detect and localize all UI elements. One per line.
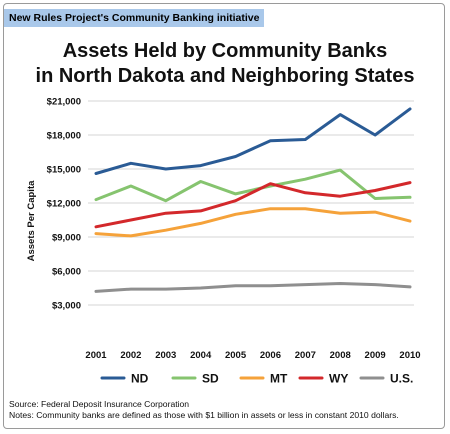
legend-label-sd: SD [202, 372, 219, 386]
legend-label-nd: ND [131, 372, 149, 386]
x-axis-tick-labels: 2001 2002 2003 2004 2005 2006 2007 2008 2009 2010 [85, 350, 420, 361]
x-tick-label: 2006 [260, 350, 281, 361]
legend-label-us: U.S. [390, 372, 413, 386]
chart-title-line-1: Assets Held by Community Banks [62, 40, 388, 62]
legend: ND SD MT WY U.S. [100, 372, 413, 386]
x-tick-label: 2008 [330, 350, 351, 361]
y-tick-label: $9,000 [52, 233, 81, 244]
definition-note: Notes: Community banks are defined as th… [9, 410, 399, 420]
legend-label-mt: MT [270, 372, 288, 386]
x-tick-label: 2007 [295, 350, 316, 361]
series-line-nd [94, 107, 412, 175]
x-tick-label: 2005 [225, 350, 247, 361]
gridlines [88, 100, 414, 306]
x-tick-label: 2003 [155, 350, 176, 361]
series-line-us [94, 282, 412, 293]
legend-label-wy: WY [329, 372, 348, 386]
x-tick-label: 2010 [399, 350, 420, 361]
y-tick-label: $18,000 [47, 131, 81, 142]
series-lines [94, 107, 412, 293]
source-note: Source: Federal Deposit Insurance Corpor… [9, 399, 190, 409]
initiative-banner: New Rules Project's Community Banking in… [4, 9, 265, 27]
series-line-wy [94, 181, 412, 229]
y-tick-label: $21,000 [47, 97, 81, 108]
x-tick-label: 2002 [120, 350, 141, 361]
series-line-sd [94, 168, 412, 203]
y-axis-tick-labels: $3,000 $6,000 $9,000 $12,000 $15,000 $18,000 $… [47, 97, 81, 312]
x-tick-label: 2004 [190, 350, 212, 361]
x-tick-label: 2001 [85, 350, 107, 361]
y-tick-label: $3,000 [52, 301, 81, 312]
y-axis-label: Assets Per Capita [26, 180, 37, 262]
y-tick-label: $15,000 [47, 165, 81, 176]
chart-title-line-2: in North Dakota and Neighboring States [35, 65, 415, 87]
y-tick-label: $12,000 [47, 199, 81, 210]
y-tick-label: $6,000 [52, 267, 81, 278]
series-line-mt [94, 207, 412, 238]
x-tick-label: 2009 [365, 350, 386, 361]
